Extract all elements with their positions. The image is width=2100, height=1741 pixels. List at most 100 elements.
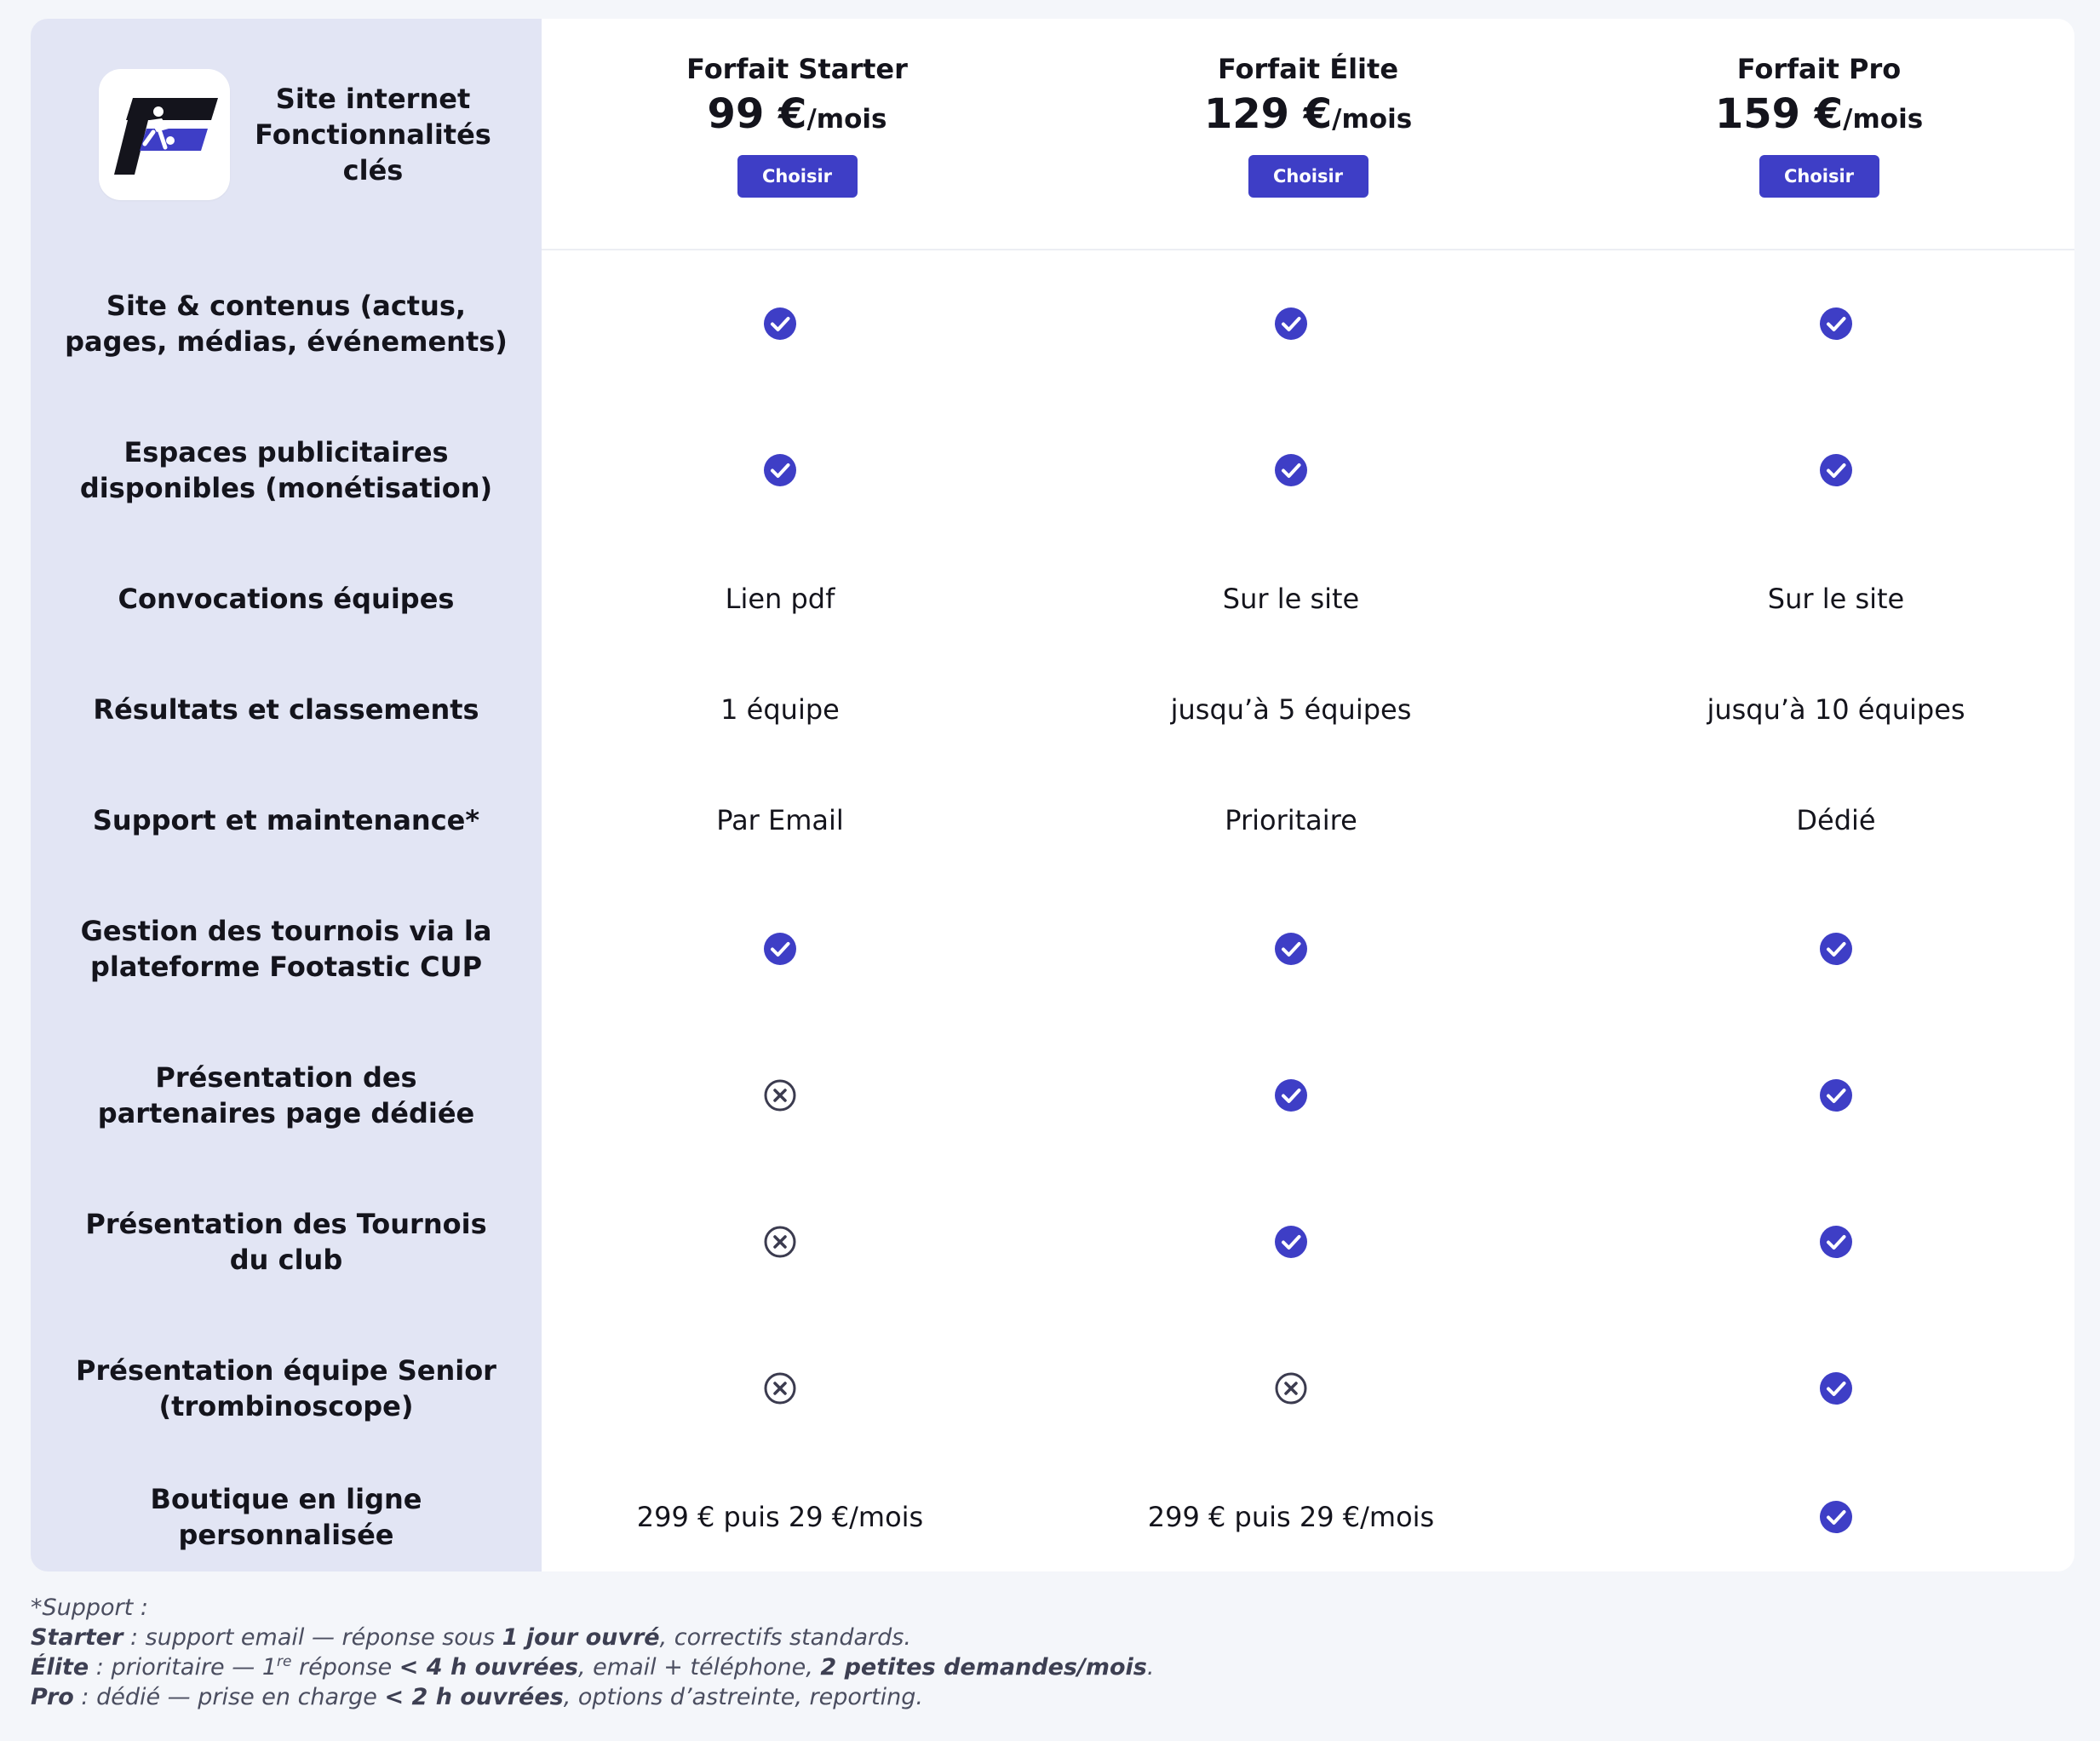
check-circle-icon: [1275, 454, 1307, 486]
feature-cell: [542, 1315, 1053, 1462]
plan-elite: Forfait Élite 129 €/mois Choisir: [1053, 19, 1564, 250]
feature-value: jusqu’à 10 équipes: [1564, 654, 2074, 765]
feature-cell: [542, 876, 1053, 1022]
price-unit: /mois: [1843, 104, 1924, 135]
x-circle-icon: [764, 1226, 796, 1258]
feature-value: 1 équipe: [542, 654, 1053, 765]
footnote-line: Pro : dédié — prise en charge < 2 h ouvr…: [31, 1682, 1154, 1712]
feature-value: Sur le site: [1564, 543, 2074, 654]
footnote-emphasis: 2 petites demandes/mois: [820, 1654, 1147, 1681]
feature-value-text: jusqu’à 5 équipes: [1170, 693, 1412, 726]
check-circle-icon: [764, 454, 796, 486]
price-amount: 99 €: [707, 90, 807, 138]
feature-value: jusqu’à 5 équipes: [1053, 654, 1564, 765]
feature-cell: [1053, 397, 1564, 543]
feature-cell: [542, 1169, 1053, 1315]
feature-value: Sur le site: [1053, 543, 1564, 654]
footnote-line: Starter : support email — réponse sous 1…: [31, 1623, 1154, 1652]
feature-cell: [542, 1022, 1053, 1169]
feature-value-text: 299 € puis 29 €/mois: [1147, 1500, 1435, 1533]
feature-cell: [1053, 1315, 1564, 1462]
footnote-emphasis: 1 jour ouvré: [502, 1624, 660, 1651]
feature-cell: [1564, 1169, 2074, 1315]
feature-value-text: 299 € puis 29 €/mois: [636, 1500, 924, 1533]
check-circle-icon: [1820, 1079, 1852, 1112]
footnote-text: réponse: [291, 1654, 399, 1681]
check-circle-icon: [1275, 933, 1307, 965]
feature-label: Boutique en ligne personnalisée: [31, 1462, 542, 1571]
feature-value-text: Prioritaire: [1225, 804, 1357, 836]
check-circle-icon: [1820, 933, 1852, 965]
check-circle-icon: [1820, 1372, 1852, 1405]
plan-pro: Forfait Pro 159 €/mois Choisir: [1564, 19, 2074, 250]
table-header-brand: Site internet Fonctionnalités clés: [31, 19, 542, 250]
table-title-line: clés: [342, 154, 404, 187]
check-circle-icon: [1820, 1226, 1852, 1258]
footnote-text: : support email — réponse sous: [123, 1624, 502, 1651]
feature-value-text: 1 équipe: [720, 693, 840, 726]
footnote-line: Élite : prioritaire — 1re réponse < 4 h …: [31, 1652, 1154, 1682]
footnote-text: , options d’astreinte, reporting.: [563, 1684, 923, 1710]
footnote-text: , correctifs standards.: [659, 1624, 911, 1651]
check-circle-icon: [1820, 454, 1852, 486]
footastic-logo-icon: [114, 98, 218, 175]
feature-cell: [1053, 876, 1564, 1022]
feature-label: Convocations équipes: [31, 543, 542, 654]
table-title-line: Fonctionnalités: [255, 118, 491, 151]
feature-value: Lien pdf: [542, 543, 1053, 654]
feature-value-text: Par Email: [716, 804, 844, 836]
check-circle-icon: [1820, 307, 1852, 340]
plan-name: Forfait Starter: [686, 53, 908, 85]
check-circle-icon: [1275, 1226, 1307, 1258]
footnote-text: : prioritaire — 1: [89, 1654, 277, 1681]
check-circle-icon: [1275, 307, 1307, 340]
feature-value-text: jusqu’à 10 équipes: [1707, 693, 1965, 726]
check-circle-icon: [764, 933, 796, 965]
feature-label: Site & contenus (actus, pages, médias, é…: [31, 250, 542, 397]
feature-label: Présentation des Tournois du club: [31, 1169, 542, 1315]
price-amount: 129 €: [1203, 90, 1333, 138]
footnote-emphasis: < 4 h ouvrées: [399, 1654, 578, 1681]
feature-cell: [1564, 1462, 2074, 1571]
feature-cell: [1564, 1022, 2074, 1169]
feature-cell: [1564, 1315, 2074, 1462]
check-circle-icon: [764, 307, 796, 340]
footnote-emphasis: Starter: [31, 1624, 123, 1651]
feature-cell: [542, 397, 1053, 543]
x-circle-icon: [764, 1079, 796, 1112]
choose-starter-button[interactable]: Choisir: [737, 155, 858, 198]
plan-price: 99 €/mois: [708, 89, 887, 145]
feature-label: Espaces publicitaires disponibles (monét…: [31, 397, 542, 543]
feature-label: Présentation des partenaires page dédiée: [31, 1022, 542, 1169]
table-title-line: Site internet: [275, 83, 471, 115]
check-circle-icon: [1275, 1079, 1307, 1112]
plan-starter: Forfait Starter 99 €/mois Choisir: [542, 19, 1053, 250]
footnote-text: : dédié — prise en charge: [73, 1684, 385, 1710]
footnote-text: , email + téléphone,: [578, 1654, 821, 1681]
table-title: Site internet Fonctionnalités clés: [230, 81, 542, 188]
feature-value: Par Email: [542, 765, 1053, 876]
feature-cell: [1564, 876, 2074, 1022]
pricing-table: Site internet Fonctionnalités clés Forfa…: [31, 19, 2074, 1571]
feature-cell: [1053, 1169, 1564, 1315]
support-footnote: *Support : Starter : support email — rép…: [31, 1593, 1154, 1712]
choose-elite-button[interactable]: Choisir: [1248, 155, 1368, 198]
feature-label: Résultats et classements: [31, 654, 542, 765]
feature-value-text: Sur le site: [1767, 583, 1905, 615]
footnote-text: re: [277, 1653, 292, 1670]
plan-price: 159 €/mois: [1715, 89, 1923, 145]
feature-label: Gestion des tournois via la plateforme F…: [31, 876, 542, 1022]
price-amount: 159 €: [1714, 90, 1844, 138]
feature-value: Prioritaire: [1053, 765, 1564, 876]
price-unit: /mois: [806, 104, 887, 135]
footastic-logo: [99, 69, 230, 200]
footnote-text: .: [1146, 1654, 1155, 1681]
footnote-emphasis: < 2 h ouvrées: [384, 1684, 564, 1710]
x-circle-icon: [1275, 1372, 1307, 1405]
feature-value-text: Sur le site: [1222, 583, 1360, 615]
plan-price: 129 €/mois: [1204, 89, 1412, 145]
choose-pro-button[interactable]: Choisir: [1759, 155, 1879, 198]
check-circle-icon: [1820, 1500, 1852, 1533]
feature-value-text: Dédié: [1796, 804, 1876, 836]
x-circle-icon: [764, 1372, 796, 1405]
